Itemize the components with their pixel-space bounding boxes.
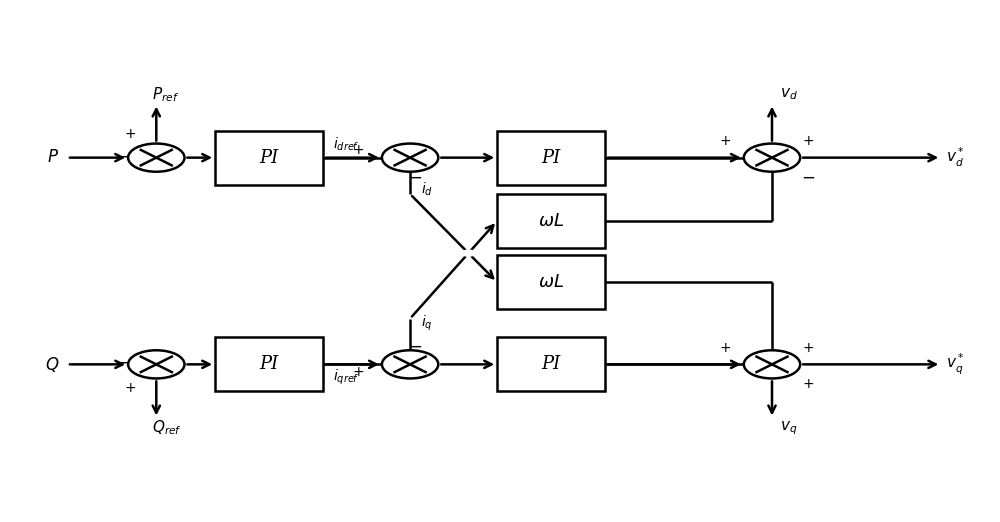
Circle shape (128, 350, 184, 378)
Text: PI: PI (541, 149, 561, 167)
Circle shape (744, 144, 800, 172)
Text: $+$: $+$ (802, 341, 814, 355)
Bar (215, 337, 323, 392)
Text: $+$: $+$ (124, 127, 136, 141)
Text: PI: PI (541, 355, 561, 373)
Text: PI: PI (259, 355, 279, 373)
Text: $i_q$: $i_q$ (421, 314, 433, 333)
Text: $\omega L$: $\omega L$ (538, 212, 564, 230)
Circle shape (382, 144, 438, 172)
Text: $+$: $+$ (352, 143, 364, 157)
Circle shape (128, 144, 184, 172)
Text: $+$: $+$ (124, 381, 136, 395)
Text: $+$: $+$ (719, 134, 731, 148)
Text: $i_{dref}$: $i_{dref}$ (333, 136, 359, 153)
Text: $+$: $+$ (802, 134, 814, 148)
Text: $-$: $-$ (408, 169, 422, 186)
Bar (497, 255, 605, 309)
Text: $i_d$: $i_d$ (421, 181, 433, 198)
Text: $-$: $-$ (801, 169, 815, 186)
Circle shape (382, 350, 438, 378)
Bar (497, 194, 605, 248)
Text: $i_{qref}$: $i_{qref}$ (333, 368, 359, 387)
Bar (215, 130, 323, 185)
Text: $+$: $+$ (352, 365, 364, 379)
Bar (497, 337, 605, 392)
Text: $v_q^*$: $v_q^*$ (946, 352, 965, 377)
Text: $P$: $P$ (47, 149, 59, 166)
Circle shape (744, 350, 800, 378)
Text: $v_d$: $v_d$ (780, 86, 797, 102)
Text: $+$: $+$ (802, 377, 814, 391)
Text: $Q_{ref}$: $Q_{ref}$ (152, 419, 182, 437)
Text: $-$: $-$ (114, 354, 128, 371)
Text: $Q$: $Q$ (45, 355, 59, 374)
Text: $-$: $-$ (114, 147, 128, 164)
Text: $\omega L$: $\omega L$ (538, 273, 564, 291)
Text: $+$: $+$ (719, 341, 731, 355)
Circle shape (461, 250, 476, 257)
Text: $P_{ref}$: $P_{ref}$ (152, 85, 179, 103)
Text: PI: PI (259, 149, 279, 167)
Bar (497, 130, 605, 185)
Text: $v_q$: $v_q$ (780, 419, 797, 436)
Text: $v_d^*$: $v_d^*$ (946, 146, 965, 169)
Text: $-$: $-$ (408, 338, 422, 355)
